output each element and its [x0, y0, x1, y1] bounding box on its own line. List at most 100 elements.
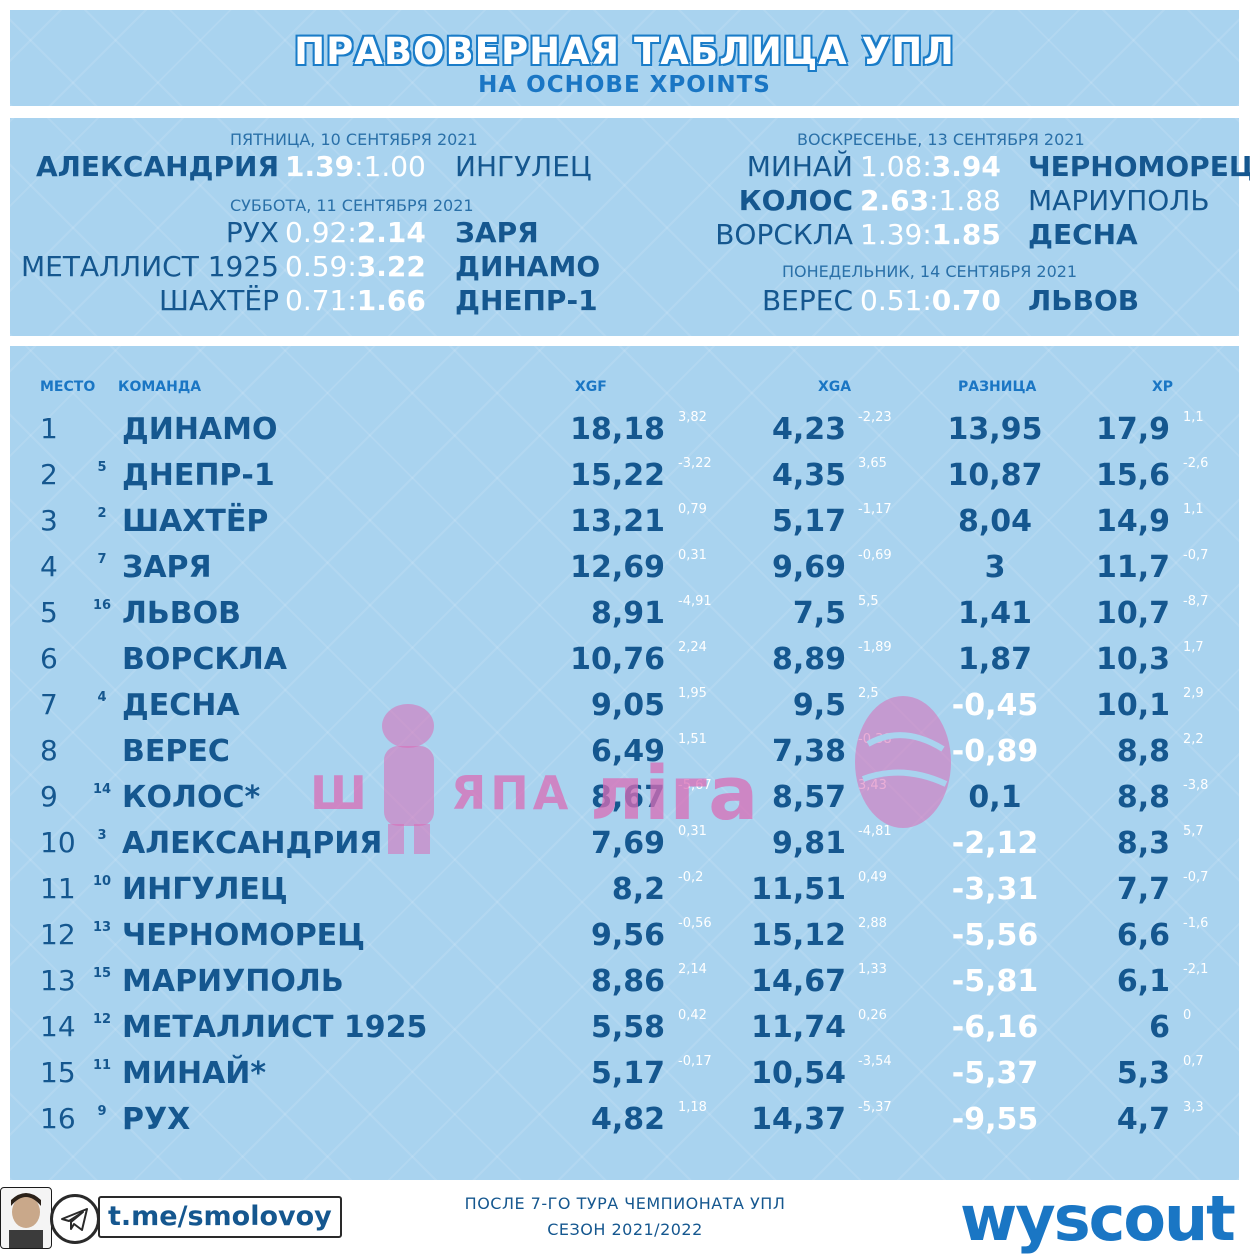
xp-value: 7,7	[1116, 872, 1170, 907]
xp-delta: -8,7	[1183, 594, 1209, 609]
column-header-diff: РАЗНИЦА	[958, 379, 1037, 395]
table-row: 2 5 ДНЕПР-1 15,22 -3,22 4,35 3,65 10,87 15,6 -2,6	[10, 456, 1239, 504]
previous-position: 16	[92, 598, 112, 613]
footer: t.me/smolovoy ПОСЛЕ 7-ГО ТУРА ЧЕМПИОНАТА…	[0, 1182, 1250, 1255]
xp-value: 6,1	[1116, 964, 1170, 999]
mascot-watermark-icon	[382, 704, 434, 854]
xga-value: 14,37	[751, 1102, 846, 1137]
xp-delta: 0,7	[1183, 1054, 1204, 1069]
table-row: 14 12 МЕТАЛЛИСТ 1925 5,58 0,42 11,74 0,26 -6,16…	[10, 1008, 1239, 1056]
xgf-delta: 2,14	[678, 962, 707, 977]
home-team: КОЛОС	[738, 184, 853, 217]
xgf-value: 15,22	[570, 458, 665, 493]
title-banner: ПРАВОВЕРНАЯ ТАБЛИЦА УПЛ НА ОСНОВЕ XPOINT…	[10, 10, 1239, 106]
team-name: МАРИУПОЛЬ	[122, 964, 344, 999]
xp-value: 15,6	[1095, 458, 1170, 493]
watermark-brand: ліга	[590, 751, 759, 837]
xgf-delta: -5,67	[678, 778, 712, 793]
xga-delta: -5,37	[858, 1100, 892, 1115]
xgf-delta: -0,17	[678, 1054, 712, 1069]
column-header-place: МЕСТО	[40, 379, 96, 395]
xp-value: 10,1	[1095, 688, 1170, 723]
watermark-text: Ш ЯПА	[310, 766, 573, 820]
xp-delta: 2,9	[1183, 686, 1204, 701]
xp-delta: 2,2	[1183, 732, 1204, 747]
xp-delta: 1,1	[1183, 502, 1204, 517]
xp-value: 14,9	[1095, 504, 1170, 539]
away-team: МАРИУПОЛЬ	[1028, 184, 1210, 217]
table-row: 12 13 ЧЕРНОМОРЕЦ 9,56 -0,56 15,12 2,88 -5,56 6,6…	[10, 916, 1239, 964]
previous-position: 12	[92, 1012, 112, 1027]
difference-value: -3,31	[951, 872, 1039, 907]
xp-value: 8,3	[1116, 826, 1170, 861]
xp-value: 5,3	[1116, 1056, 1170, 1091]
table-row: 5 16 ЛЬВОВ 8,91 -4,91 7,5 5,5 1,41 10,7 -8,7	[10, 594, 1239, 642]
difference-value: 8,04	[957, 504, 1033, 539]
team-name: ДНЕПР-1	[122, 458, 275, 493]
difference-value: -9,55	[951, 1102, 1039, 1137]
xga-delta: -0,69	[858, 548, 892, 563]
team-name: ШАХТЁР	[122, 504, 269, 539]
xga-value: 9,69	[771, 550, 846, 585]
xp-value: 17,9	[1095, 412, 1170, 447]
xgf-value: 8,86	[590, 964, 665, 999]
xga-value: 5,17	[771, 504, 846, 539]
difference-value: -6,16	[951, 1010, 1039, 1045]
xgf-delta: 0,31	[678, 548, 707, 563]
xp-value: 8,8	[1116, 780, 1170, 815]
team-name: РУХ	[122, 1102, 191, 1137]
difference-value: -5,81	[951, 964, 1039, 999]
page-subtitle: НА ОСНОВЕ XPOINTS	[478, 72, 771, 98]
home-team: ВОРСКЛА	[715, 218, 853, 251]
round-info: ПОСЛЕ 7-ГО ТУРА ЧЕМПИОНАТА УПЛ	[464, 1194, 786, 1213]
xga-value: 11,74	[751, 1010, 846, 1045]
match-score: 1.39:1.00	[285, 150, 426, 183]
previous-position: 10	[92, 874, 112, 889]
home-team: ШАХТЁР	[159, 284, 279, 317]
position: 15	[40, 1056, 76, 1089]
match-score: 0.51:0.70	[860, 284, 1001, 317]
position: 13	[40, 964, 76, 997]
xgf-delta: 0,79	[678, 502, 707, 517]
xp-value: 10,7	[1095, 596, 1170, 631]
xgf-value: 5,58	[590, 1010, 665, 1045]
away-team: ЧЕРНОМОРЕЦ	[1028, 150, 1250, 183]
wyscout-logo: wyscout	[960, 1182, 1236, 1255]
position: 12	[40, 918, 76, 951]
xga-value: 9,81	[771, 826, 846, 861]
xga-value: 7,38	[771, 734, 846, 769]
position: 1	[40, 412, 58, 445]
xgf-delta: 1,18	[678, 1100, 707, 1115]
team-name: КОЛОС*	[122, 780, 261, 815]
xgf-value: 9,56	[590, 918, 665, 953]
xgf-value: 7,69	[590, 826, 665, 861]
xp-delta: -0,7	[1183, 870, 1209, 885]
position: 9	[40, 780, 58, 813]
xgf-value: 5,17	[590, 1056, 665, 1091]
xp-delta: -1,6	[1183, 916, 1209, 931]
difference-value: 0,1	[968, 780, 1022, 815]
column-header-xga: XGA	[818, 379, 852, 395]
difference-value: -5,37	[951, 1056, 1039, 1091]
home-team: МЕТАЛЛИСТ 1925	[21, 250, 279, 283]
previous-position: 4	[97, 690, 107, 705]
xgf-value: 9,05	[590, 688, 665, 723]
telegram-link[interactable]: t.me/smolovoy	[98, 1196, 342, 1238]
difference-value: 3	[984, 550, 1006, 585]
difference-value: -2,12	[951, 826, 1039, 861]
team-name: ДЕСНА	[122, 688, 240, 723]
xp-delta: -2,1	[1183, 962, 1209, 977]
column-header-xgf: XGF	[575, 379, 607, 395]
team-name: МИНАЙ*	[122, 1056, 267, 1091]
xgf-value: 8,67	[590, 780, 665, 815]
telegram-icon[interactable]	[50, 1194, 100, 1244]
xgf-value: 8,91	[590, 596, 665, 631]
xga-value: 4,23	[771, 412, 846, 447]
xga-value: 9,5	[792, 688, 846, 723]
team-name: ЛЬВОВ	[122, 596, 242, 631]
home-team: РУХ	[225, 216, 279, 249]
match-score: 1.39:1.85	[860, 218, 1001, 251]
position: 11	[40, 872, 76, 905]
xga-value: 8,89	[771, 642, 846, 677]
difference-value: -0,89	[951, 734, 1039, 769]
